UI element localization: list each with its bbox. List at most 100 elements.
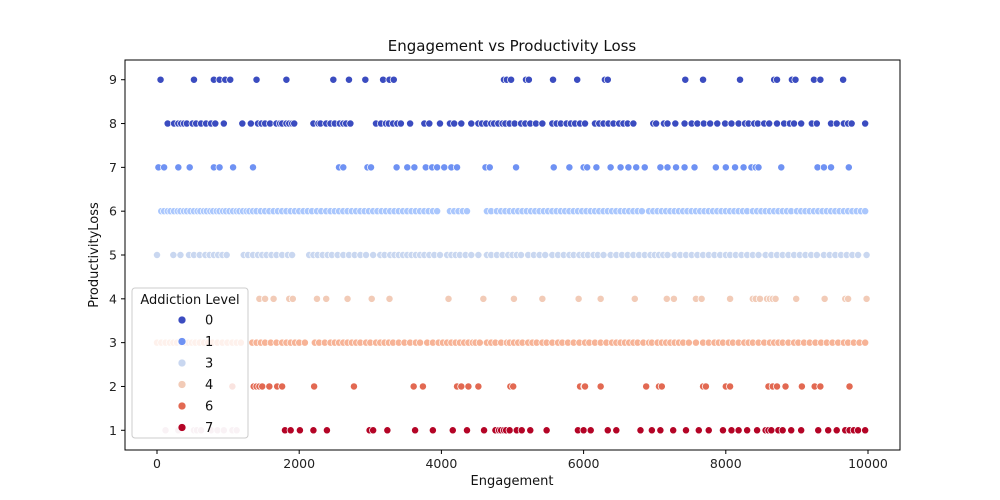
y-tick-label: 1 [109, 423, 117, 438]
data-point [636, 426, 645, 435]
data-point [731, 163, 739, 172]
data-point [697, 294, 706, 303]
legend-marker [177, 315, 187, 325]
data-point [362, 251, 370, 259]
data-point [603, 75, 612, 84]
data-point [630, 294, 639, 303]
data-point [222, 251, 231, 259]
data-point [672, 163, 680, 172]
data-point [612, 426, 621, 435]
data-point [671, 119, 680, 128]
data-point [474, 251, 483, 259]
data-point [754, 251, 763, 259]
data-point [596, 382, 605, 391]
data-point [219, 119, 228, 128]
data-point [812, 251, 821, 259]
y-tick-label: 6 [109, 204, 117, 219]
data-point [845, 382, 854, 391]
data-point [596, 294, 605, 303]
data-point [792, 294, 801, 303]
data-point [343, 294, 352, 303]
data-point [847, 119, 856, 128]
x-axis-title: Engagement [471, 474, 554, 489]
data-point [701, 382, 710, 391]
data-point [706, 119, 715, 128]
data-point [629, 119, 638, 128]
data-point [541, 251, 550, 259]
data-point [425, 119, 434, 128]
data-point [463, 426, 471, 435]
data-point [463, 207, 471, 216]
data-point [844, 163, 853, 172]
data-point [861, 426, 870, 435]
data-point [642, 382, 651, 391]
data-point [229, 163, 238, 172]
legend-label: 7 [205, 421, 213, 436]
y-tick-label: 3 [109, 335, 117, 350]
data-point [713, 119, 722, 128]
data-point [389, 75, 398, 84]
data-point [827, 163, 835, 172]
legend-label: 6 [205, 400, 213, 415]
data-point [288, 251, 297, 259]
data-point [624, 163, 633, 172]
data-point [652, 119, 661, 128]
legend-label: 1 [205, 335, 213, 350]
legend: Addiction Level 0 1 3 4 6 7 [131, 287, 249, 439]
data-point [777, 163, 786, 172]
data-point [787, 426, 796, 435]
y-axis-title: ProductivityLoss [87, 202, 102, 308]
data-point [663, 251, 672, 259]
data-point [475, 338, 484, 347]
legend-marker [177, 423, 187, 432]
data-point [410, 163, 419, 172]
data-point [411, 426, 420, 435]
data-point [669, 294, 678, 303]
data-point [656, 426, 665, 435]
data-point [479, 294, 488, 303]
data-point [773, 382, 781, 391]
data-point [403, 163, 412, 172]
x-tick-label: 8000 [710, 456, 742, 471]
legend-marker [177, 337, 187, 346]
data-point [329, 75, 338, 84]
data-point [663, 119, 672, 128]
data-point [538, 119, 547, 128]
data-point [409, 382, 418, 391]
data-point [574, 294, 583, 303]
data-point [839, 75, 848, 84]
data-point [185, 163, 194, 172]
data-point [832, 119, 841, 128]
data-point [637, 207, 646, 216]
data-point [691, 338, 700, 347]
data-point [418, 382, 427, 391]
data-point [824, 426, 833, 435]
data-point [453, 163, 461, 172]
data-point [854, 426, 863, 435]
x-tick-label: 6000 [568, 456, 600, 471]
data-point [190, 75, 198, 84]
data-point [369, 426, 378, 435]
data-point [505, 426, 514, 435]
data-point [581, 119, 589, 128]
data-point [791, 75, 800, 84]
data-point [640, 163, 649, 172]
data-point [681, 75, 690, 84]
data-point [727, 426, 736, 435]
data-point [339, 163, 348, 172]
data-point [820, 294, 829, 303]
data-point [549, 163, 558, 172]
data-point [258, 382, 267, 391]
data-point [406, 119, 415, 128]
data-point [349, 382, 358, 391]
data-point [699, 75, 708, 84]
data-point [854, 251, 863, 259]
data-point [507, 75, 516, 84]
data-point [765, 119, 774, 128]
data-point [711, 163, 720, 172]
y-tick-label: 2 [109, 379, 117, 394]
legend-marker [177, 380, 187, 389]
data-point [517, 426, 526, 435]
data-point [265, 382, 274, 391]
y-tick-label: 9 [109, 72, 117, 87]
